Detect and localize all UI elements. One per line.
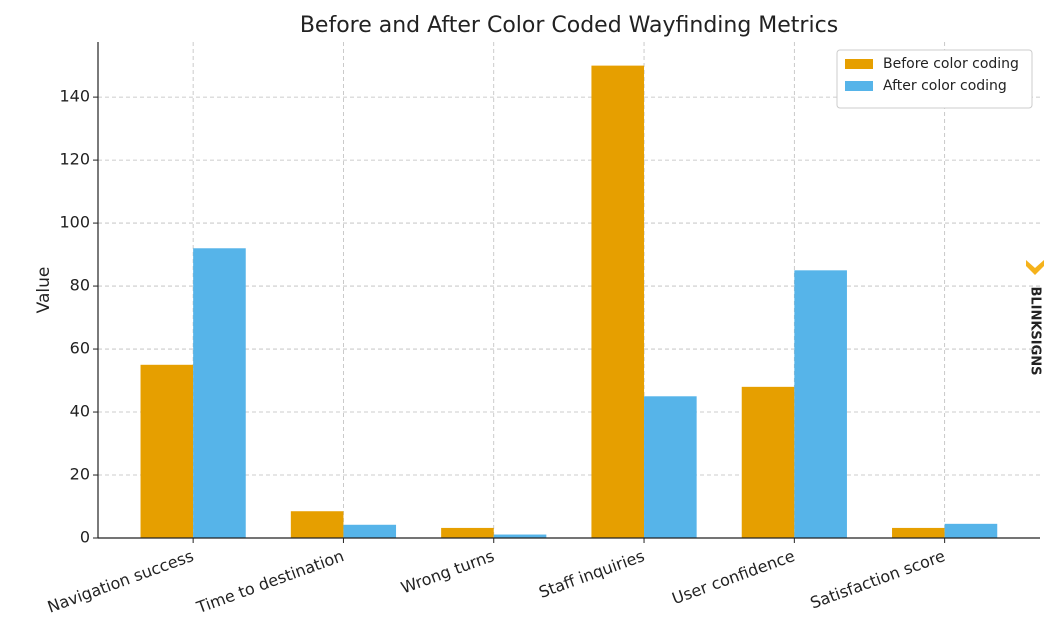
y-tick-label: 60 <box>70 339 90 358</box>
y-tick-label: 0 <box>80 528 90 547</box>
y-axis-label: Value <box>34 267 54 314</box>
bar <box>140 364 194 538</box>
legend-label: After color coding <box>883 78 1007 94</box>
x-tick-label: Wrong turns <box>398 546 496 597</box>
chart-title: Before and After Color Coded Wayfinding … <box>300 13 838 38</box>
watermark: BLINKSIGNS <box>1028 286 1043 375</box>
bar <box>441 527 494 538</box>
x-tick-label: Staff inquiries <box>536 546 647 602</box>
bar <box>193 248 246 538</box>
bar <box>343 524 397 538</box>
bar <box>493 534 547 538</box>
x-tick-label: User confidence <box>669 546 797 608</box>
y-tick-label: 80 <box>70 276 90 295</box>
x-tick-label: Satisfaction score <box>808 546 948 612</box>
bar <box>591 65 645 538</box>
y-tick-label: 20 <box>70 465 90 484</box>
bar <box>741 386 795 538</box>
x-tick-label: Navigation success <box>45 546 196 617</box>
bar <box>944 523 998 538</box>
y-tick-label: 100 <box>59 213 90 232</box>
x-tick-label: Time to destination <box>193 546 346 617</box>
logo-chevron <box>1026 260 1044 275</box>
bar <box>892 527 945 538</box>
y-tick-label: 140 <box>59 87 90 106</box>
y-tick-label: 120 <box>59 150 90 169</box>
y-tick-label: 40 <box>70 402 90 421</box>
bar <box>644 396 697 538</box>
bar <box>794 270 847 538</box>
legend-swatch <box>845 81 873 91</box>
legend-box <box>836 49 1033 109</box>
legend-swatch <box>845 59 873 69</box>
bar <box>290 511 344 538</box>
legend-label: Before color coding <box>883 56 1019 72</box>
